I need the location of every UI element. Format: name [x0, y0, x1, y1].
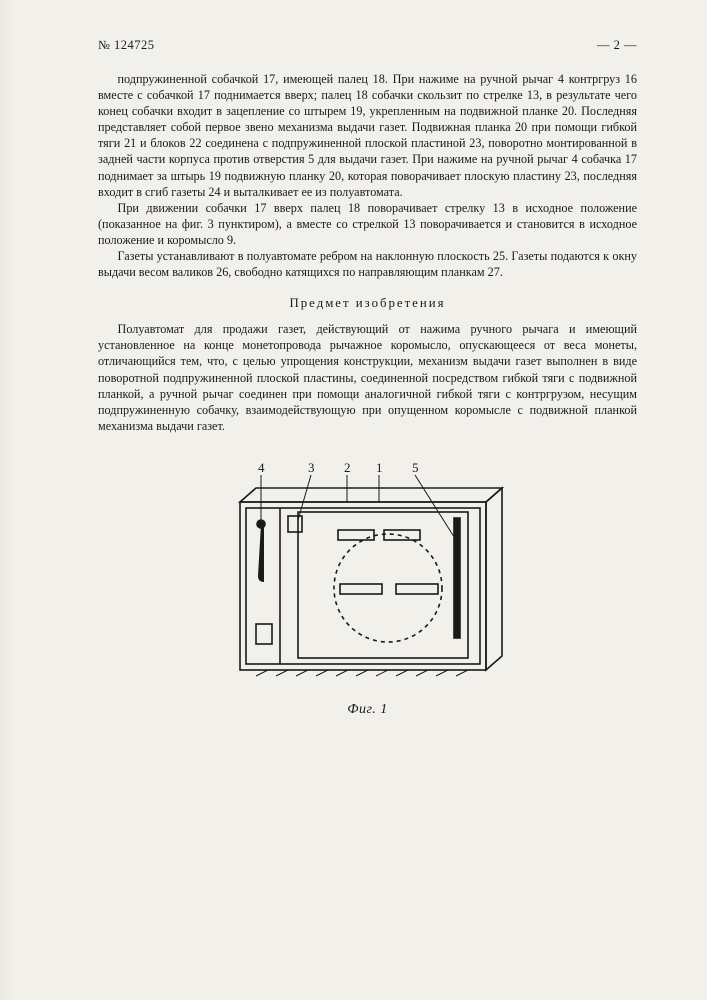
fig-label-2: 2 — [344, 460, 351, 475]
fig-label-3: 3 — [308, 460, 315, 475]
paragraph-2: При движении собачки 17 вверх палец 18 п… — [98, 200, 637, 248]
claim-text: Полуавтомат для продажи газет, действующ… — [98, 321, 637, 434]
paragraph-3: Газеты устанавливают в полуавтомате ребр… — [98, 248, 637, 280]
figure-svg: 4 3 2 1 5 — [198, 458, 538, 696]
claims-heading: Предмет изобретения — [98, 296, 637, 311]
fig-label-1: 1 — [376, 460, 383, 475]
fig-label-4: 4 — [258, 460, 265, 475]
page-number: — 2 — — [597, 38, 637, 53]
figure-1: 4 3 2 1 5 — [98, 458, 637, 718]
figure-caption: Фиг. 1 — [347, 702, 388, 718]
doc-number: № 124725 — [98, 38, 155, 53]
claim-paragraph: Полуавтомат для продажи газет, действующ… — [98, 321, 637, 434]
page-header: № 124725 — 2 — — [98, 38, 637, 53]
body-text: подпружиненной собачкой 17, имеющей пале… — [98, 71, 637, 280]
paragraph-1: подпружиненной собачкой 17, имеющей пале… — [98, 71, 637, 200]
fig-label-5: 5 — [412, 460, 419, 475]
